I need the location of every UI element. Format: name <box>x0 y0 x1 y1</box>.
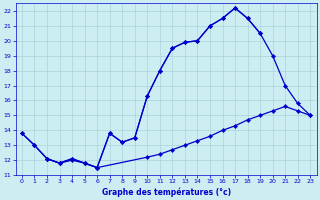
X-axis label: Graphe des températures (°c): Graphe des températures (°c) <box>101 187 231 197</box>
